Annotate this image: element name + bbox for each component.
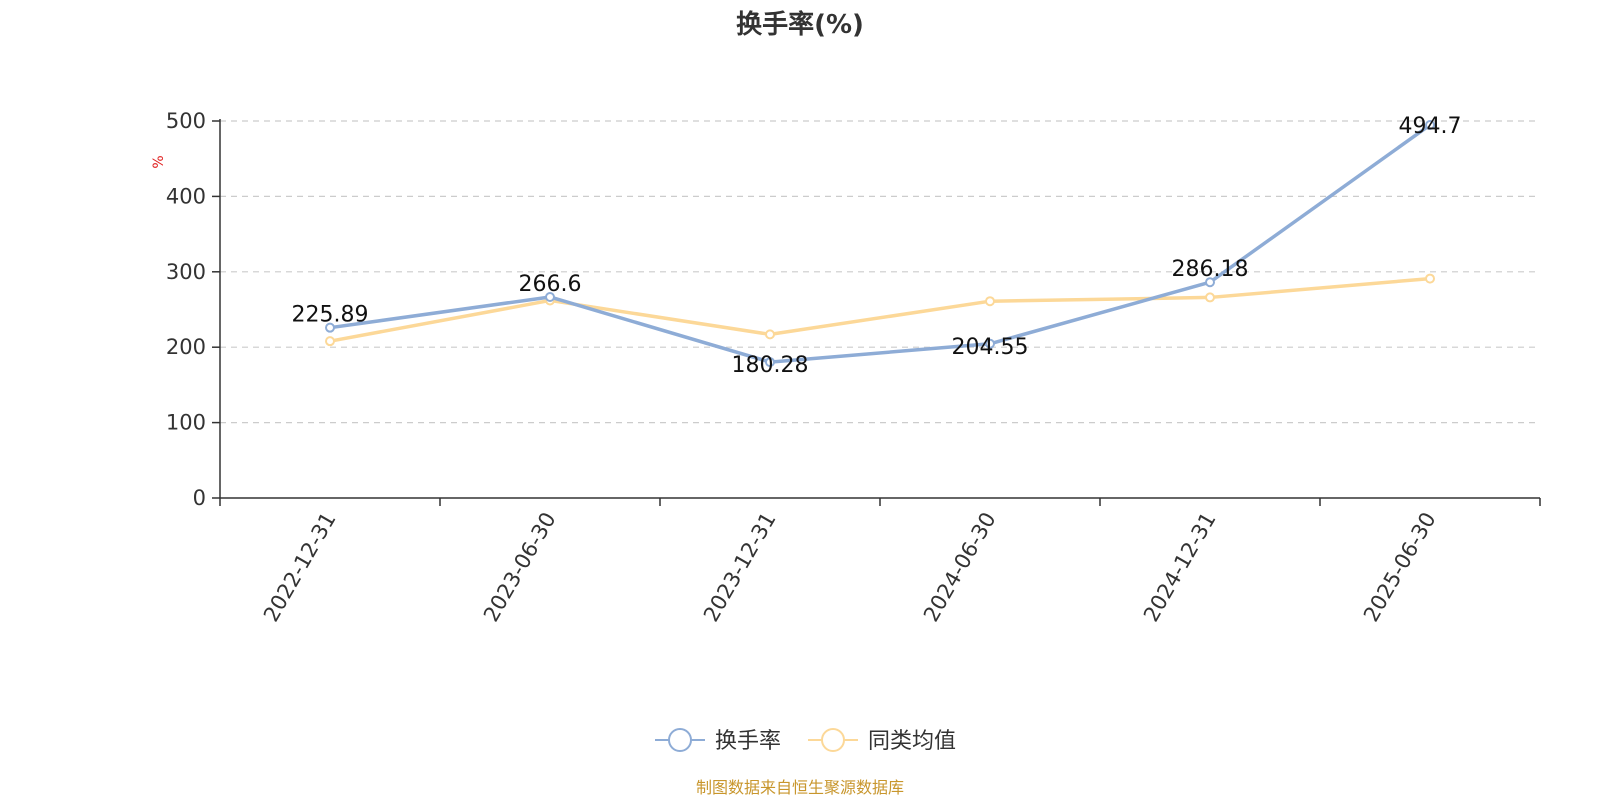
x-tick-label: 2023-06-30	[479, 508, 561, 626]
grid-lines	[220, 120, 1540, 424]
x-tick-label: 2023-12-31	[699, 508, 781, 626]
data-label: 204.55	[952, 335, 1029, 360]
legend-marker	[668, 728, 692, 752]
y-tick-label: 300	[166, 260, 206, 284]
data-label: 286.18	[1172, 257, 1249, 282]
data-point	[325, 322, 335, 333]
legend-item-1[interactable]: 同类均值	[808, 728, 956, 754]
axes: 0 100 200 300 400 500 2022-12-31 2023-06-30 2023…	[166, 109, 1541, 626]
legend-marker	[821, 728, 845, 752]
data-point	[545, 291, 555, 302]
data-point	[1425, 119, 1435, 130]
y-tick-label: 500	[166, 109, 206, 133]
legend-label: 换手率	[715, 729, 781, 754]
data-point	[985, 296, 995, 307]
y-tick-label: 0	[193, 486, 206, 510]
data-point	[765, 329, 775, 340]
data-label: 180.28	[732, 353, 809, 378]
series-lines	[325, 119, 1435, 368]
chart-title: 换手率(%)	[736, 9, 864, 40]
legend-item-0[interactable]: 换手率	[655, 728, 781, 754]
legend-label: 同类均值	[868, 729, 956, 754]
data-point	[765, 357, 775, 368]
legend[interactable]: 换手率 同类均值	[655, 728, 956, 754]
x-tick-label: 2024-12-31	[1139, 508, 1221, 626]
data-point	[1425, 273, 1435, 284]
data-point	[325, 336, 335, 347]
data-label: 266.6	[519, 272, 582, 297]
data-point	[1205, 277, 1215, 288]
series-line-1	[329, 276, 1431, 343]
source-note: 制图数据来自恒生聚源数据库	[696, 778, 904, 797]
data-label: 494.7	[1399, 114, 1462, 139]
data-point	[985, 338, 995, 349]
x-tick-label: 2025-06-30	[1359, 508, 1441, 626]
x-tick-label: 2022-12-31	[259, 508, 341, 626]
data-point	[1205, 292, 1215, 303]
series-line-0	[329, 123, 1432, 364]
y-tick-label: 400	[166, 184, 206, 208]
y-tick-label: 200	[166, 335, 206, 359]
y-axis-unit-label: %	[151, 155, 167, 168]
data-labels: 225.89 266.6 180.28 204.55 286.18 494.7	[292, 114, 1462, 378]
data-label: 225.89	[292, 303, 369, 328]
y-tick-label: 100	[166, 411, 206, 435]
x-tick-label: 2024-06-30	[919, 508, 1001, 626]
